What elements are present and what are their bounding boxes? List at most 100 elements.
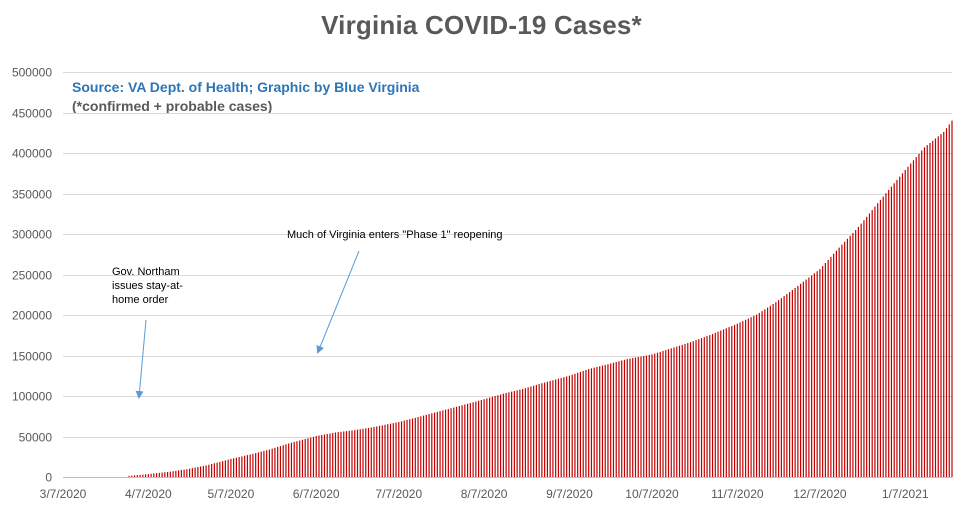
y-tick-label: 0 bbox=[45, 471, 52, 485]
bar bbox=[461, 405, 463, 477]
bar bbox=[786, 294, 788, 477]
bar bbox=[844, 241, 846, 477]
bar bbox=[791, 289, 793, 477]
bar bbox=[585, 369, 587, 477]
bar bbox=[659, 351, 661, 477]
y-tick-label: 200000 bbox=[12, 309, 52, 323]
bar bbox=[189, 468, 191, 477]
bar bbox=[866, 216, 868, 477]
bar bbox=[425, 414, 427, 477]
bar bbox=[918, 153, 920, 477]
bar bbox=[599, 366, 601, 477]
bar bbox=[915, 157, 917, 478]
bar bbox=[365, 428, 367, 477]
bar bbox=[943, 131, 945, 477]
bar bbox=[574, 373, 576, 477]
bar bbox=[491, 396, 493, 477]
bar bbox=[912, 160, 915, 478]
bar bbox=[700, 338, 703, 477]
bar bbox=[579, 371, 582, 477]
bar bbox=[387, 424, 389, 477]
bar bbox=[227, 459, 229, 477]
bar bbox=[667, 349, 670, 477]
bar bbox=[937, 136, 939, 477]
bar bbox=[549, 381, 551, 477]
bar bbox=[310, 437, 312, 477]
bar bbox=[150, 473, 152, 477]
bar bbox=[142, 474, 144, 477]
bar bbox=[340, 431, 342, 477]
bar bbox=[222, 461, 224, 477]
bar bbox=[816, 271, 818, 477]
bar bbox=[728, 327, 730, 477]
bar bbox=[596, 366, 598, 477]
x-tick-label: 6/7/2020 bbox=[293, 487, 340, 501]
bar bbox=[632, 358, 634, 477]
y-tick-label: 250000 bbox=[12, 269, 52, 283]
bar bbox=[453, 407, 455, 477]
annotation-stay-home: Gov. Northam issues stay-at-home order bbox=[112, 266, 183, 306]
bar bbox=[166, 471, 169, 477]
y-tick-label: 400000 bbox=[12, 147, 52, 161]
bar bbox=[764, 309, 766, 477]
bar bbox=[648, 354, 650, 477]
bar bbox=[288, 443, 290, 477]
bar bbox=[155, 473, 158, 477]
bar bbox=[907, 166, 909, 477]
bar bbox=[524, 388, 526, 477]
bar bbox=[766, 307, 769, 477]
bar bbox=[224, 460, 226, 477]
bar bbox=[497, 395, 499, 477]
bar bbox=[590, 368, 593, 477]
bar bbox=[885, 193, 887, 477]
bar bbox=[634, 357, 637, 477]
bar bbox=[612, 362, 615, 477]
bar bbox=[307, 438, 309, 477]
bar bbox=[833, 253, 835, 477]
bar bbox=[428, 414, 430, 477]
bar bbox=[824, 263, 826, 477]
bar bbox=[940, 134, 942, 477]
bar bbox=[720, 330, 722, 477]
bar bbox=[367, 427, 370, 477]
bar bbox=[882, 196, 884, 477]
bar bbox=[645, 355, 648, 477]
bar bbox=[466, 403, 469, 477]
bar bbox=[202, 465, 204, 477]
bar bbox=[205, 465, 207, 477]
bar bbox=[838, 247, 840, 477]
bar bbox=[780, 298, 782, 477]
bar bbox=[450, 408, 452, 477]
source-note: Source: VA Dept. of Health; Graphic by B… bbox=[72, 79, 420, 95]
bar bbox=[813, 273, 815, 477]
x-tick-label: 11/7/2020 bbox=[711, 487, 764, 501]
bar bbox=[439, 411, 441, 477]
bar bbox=[775, 302, 777, 477]
bar bbox=[692, 341, 694, 477]
bar bbox=[337, 432, 339, 477]
bar bbox=[233, 458, 235, 477]
bar bbox=[304, 438, 306, 477]
bar bbox=[527, 387, 529, 477]
bar bbox=[230, 458, 232, 477]
bar bbox=[566, 376, 568, 477]
bar bbox=[420, 416, 422, 477]
bar bbox=[486, 398, 488, 477]
bar bbox=[901, 173, 904, 477]
bar bbox=[563, 377, 565, 477]
bar bbox=[277, 446, 279, 477]
bar bbox=[458, 406, 460, 477]
bar bbox=[238, 457, 240, 477]
bar bbox=[326, 433, 328, 477]
bar bbox=[516, 390, 518, 477]
x-tick-label: 9/7/2020 bbox=[546, 487, 593, 501]
bar bbox=[431, 413, 433, 477]
bar bbox=[263, 450, 265, 477]
bar bbox=[899, 176, 901, 477]
bar bbox=[874, 206, 876, 477]
bar bbox=[249, 454, 251, 477]
bar bbox=[183, 469, 185, 477]
x-tick-label: 12/7/2020 bbox=[793, 487, 847, 501]
bar bbox=[541, 383, 543, 477]
bar bbox=[656, 352, 659, 477]
